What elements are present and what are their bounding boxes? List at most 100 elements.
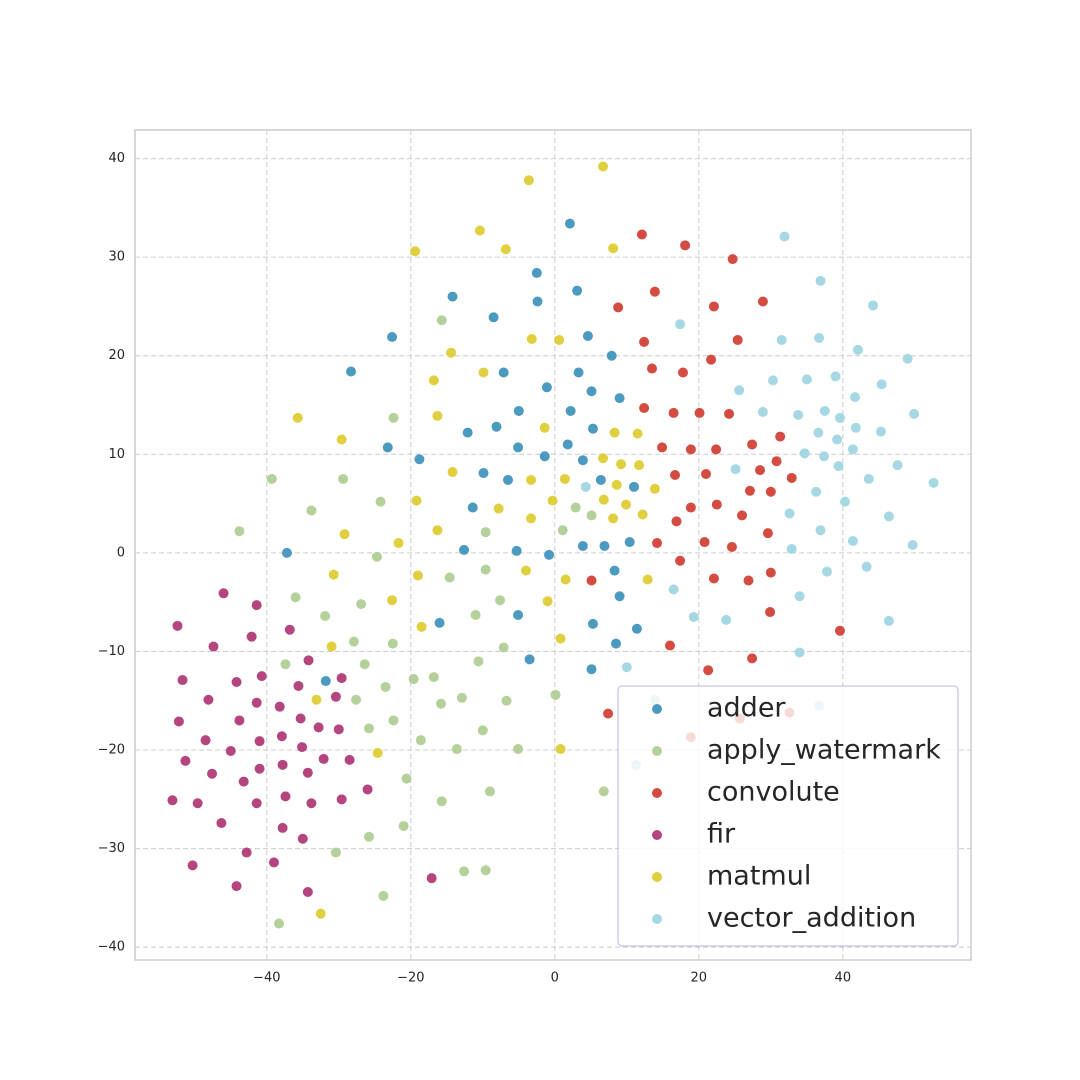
scatter-point (231, 677, 242, 688)
legend-box (617, 685, 959, 947)
scatter-point (412, 570, 423, 581)
scatter-point (238, 776, 249, 787)
scatter-point (652, 538, 663, 549)
scatter-point (254, 763, 265, 774)
scatter-point (218, 588, 229, 599)
scatter-point (318, 753, 329, 764)
scatter-point (172, 620, 183, 631)
legend-marker (652, 746, 662, 756)
scatter-point (280, 791, 291, 802)
scatter-point (613, 302, 624, 313)
scatter-point (311, 694, 322, 705)
scatter-point (727, 254, 738, 265)
scatter-point (680, 240, 691, 251)
scatter-point (167, 795, 178, 806)
scatter-point (411, 495, 422, 506)
scatter-point (339, 529, 350, 540)
scatter-point (711, 499, 722, 510)
scatter-point (765, 486, 776, 497)
scatter-point (208, 641, 219, 652)
scatter-point (668, 584, 679, 595)
scatter-point (547, 495, 558, 506)
scatter-point (513, 609, 524, 620)
scatter-point (246, 631, 257, 642)
scatter-point (480, 865, 491, 876)
scatter-point (513, 442, 524, 453)
scatter-point (649, 286, 660, 297)
scatter-point (634, 460, 645, 471)
scatter-point (573, 367, 584, 378)
scatter-point (313, 722, 324, 733)
scatter-point (559, 473, 570, 484)
scatter-point (387, 638, 398, 649)
x-tick-label: 0 (551, 971, 559, 986)
scatter-point (793, 409, 804, 420)
scatter-point (611, 638, 622, 649)
scatter-point (330, 847, 341, 858)
scatter-point (398, 820, 409, 831)
scatter-point (375, 496, 386, 507)
scatter-point (359, 659, 370, 670)
scatter-point (297, 833, 308, 844)
scatter-point (330, 691, 341, 702)
y-tick-label: −30 (98, 841, 125, 856)
legend-label: fir (707, 819, 736, 850)
scatter-point (675, 319, 686, 330)
scatter-point (608, 513, 619, 524)
legend-marker (652, 914, 662, 924)
scatter-point (351, 694, 362, 705)
scatter-point (721, 614, 732, 625)
scatter-point (302, 886, 313, 897)
legend-label: matmul (707, 861, 811, 892)
scatter-point (636, 229, 647, 240)
scatter-point (501, 695, 512, 706)
scatter-point (280, 659, 291, 670)
scatter-point (815, 275, 826, 286)
scatter-point (524, 654, 535, 665)
scatter-point (883, 615, 894, 626)
scatter-point (647, 363, 658, 374)
x-tick-label: 20 (691, 971, 708, 986)
scatter-point (254, 736, 265, 747)
scatter-point (281, 547, 292, 558)
scatter-point (665, 640, 676, 651)
scatter-point (560, 574, 571, 585)
scatter-point (642, 574, 653, 585)
scatter-point (478, 468, 489, 479)
scatter-point (694, 407, 705, 418)
scatter-point (614, 393, 625, 404)
scatter-point (609, 427, 620, 438)
scatter-point (902, 353, 913, 364)
scatter-point (328, 569, 339, 580)
legend-marker (652, 872, 662, 882)
y-tick-label: −40 (98, 940, 125, 955)
scatter-point (203, 694, 214, 705)
scatter-point (531, 267, 542, 278)
scatter-point (266, 473, 277, 484)
scatter-point (415, 735, 426, 746)
scatter-point (814, 332, 825, 343)
scatter-point (598, 786, 609, 797)
scatter-point (436, 796, 447, 807)
scatter-point (784, 508, 795, 519)
scatter-point (801, 374, 812, 385)
scatter-point (685, 502, 696, 513)
scatter-point (639, 336, 650, 347)
scatter-point (677, 367, 688, 378)
scatter-point (251, 798, 262, 809)
scatter-point (251, 697, 262, 708)
scatter-point (498, 367, 509, 378)
scatter-point (821, 566, 832, 577)
scatter-point (539, 422, 550, 433)
scatter-point (794, 591, 805, 602)
scatter-point (526, 474, 537, 485)
scatter-point (408, 674, 419, 685)
scatter-point (177, 675, 188, 686)
scatter-point (711, 444, 722, 455)
scatter-point (909, 408, 920, 419)
legend-marker (652, 788, 662, 798)
legend-label: convolute (707, 777, 840, 808)
scatter-point (706, 354, 717, 365)
scatter-point (225, 746, 236, 757)
scatter-point (747, 439, 758, 450)
